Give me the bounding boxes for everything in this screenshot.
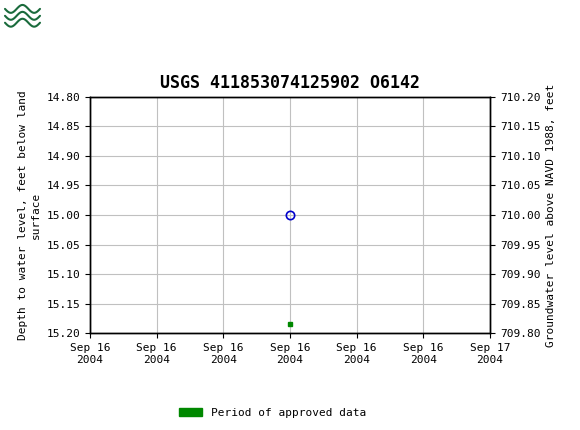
Legend: Period of approved data: Period of approved data bbox=[175, 403, 370, 422]
Title: USGS 411853074125902 O6142: USGS 411853074125902 O6142 bbox=[160, 74, 420, 92]
FancyBboxPatch shape bbox=[4, 3, 42, 34]
Y-axis label: Groundwater level above NAVD 1988, feet: Groundwater level above NAVD 1988, feet bbox=[546, 83, 556, 347]
Text: USGS: USGS bbox=[48, 9, 92, 27]
Y-axis label: Depth to water level, feet below land
surface: Depth to water level, feet below land su… bbox=[17, 90, 41, 340]
